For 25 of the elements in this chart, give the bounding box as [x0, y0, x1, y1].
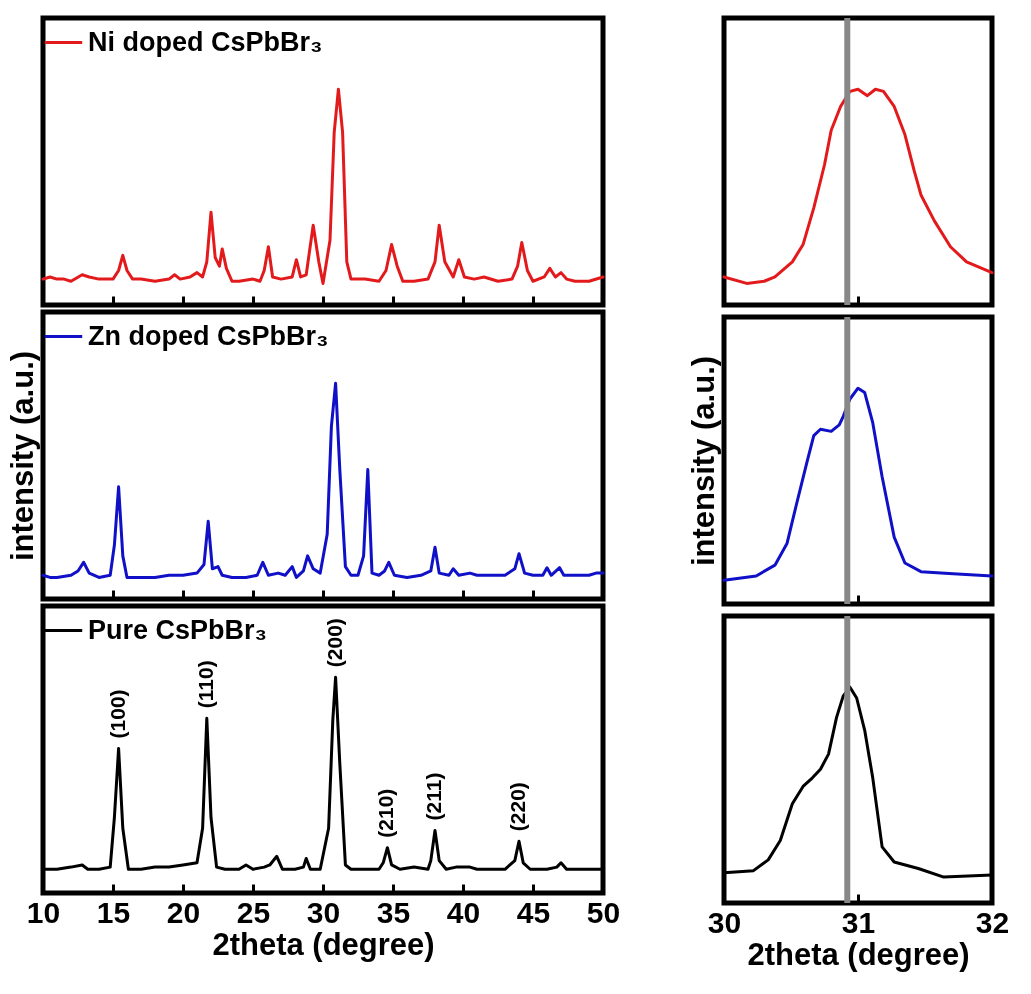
y-axis-title: intensity (a.u.) [685, 355, 721, 567]
annotation: (210) [374, 788, 398, 838]
x-tick-label: 50 [586, 895, 621, 929]
legend-label: Zn doped CsPbBr₃ [88, 320, 329, 351]
annotation: (110) [193, 660, 217, 709]
y-axis-title: intensity (a.u.) [4, 350, 40, 562]
x-tick-label: 30 [707, 905, 742, 939]
annotation: (211) [422, 772, 445, 821]
x-tick-label: 15 [96, 895, 131, 929]
legend-label: Ni doped CsPbBr₃ [88, 26, 323, 57]
annotation: (200) [322, 618, 346, 668]
x-tick-label: 30 [306, 895, 341, 929]
x-tick-label: 32 [975, 905, 1010, 939]
x-axis-title: 2theta (degree) [212, 926, 435, 962]
annotation: (100) [105, 689, 129, 739]
x-tick-label: 45 [516, 895, 551, 929]
legend-label: Pure CsPbBr₃ [88, 614, 268, 645]
x-tick-label: 20 [166, 895, 201, 929]
x-tick-label: 40 [446, 895, 481, 929]
x-tick-label: 25 [236, 895, 271, 929]
x-axis-title: 2theta (degree) [747, 936, 970, 972]
annotation: (220) [506, 782, 529, 832]
x-tick-label: 10 [26, 895, 61, 929]
x-tick-label: 31 [841, 905, 876, 939]
x-tick-label: 35 [376, 895, 411, 929]
